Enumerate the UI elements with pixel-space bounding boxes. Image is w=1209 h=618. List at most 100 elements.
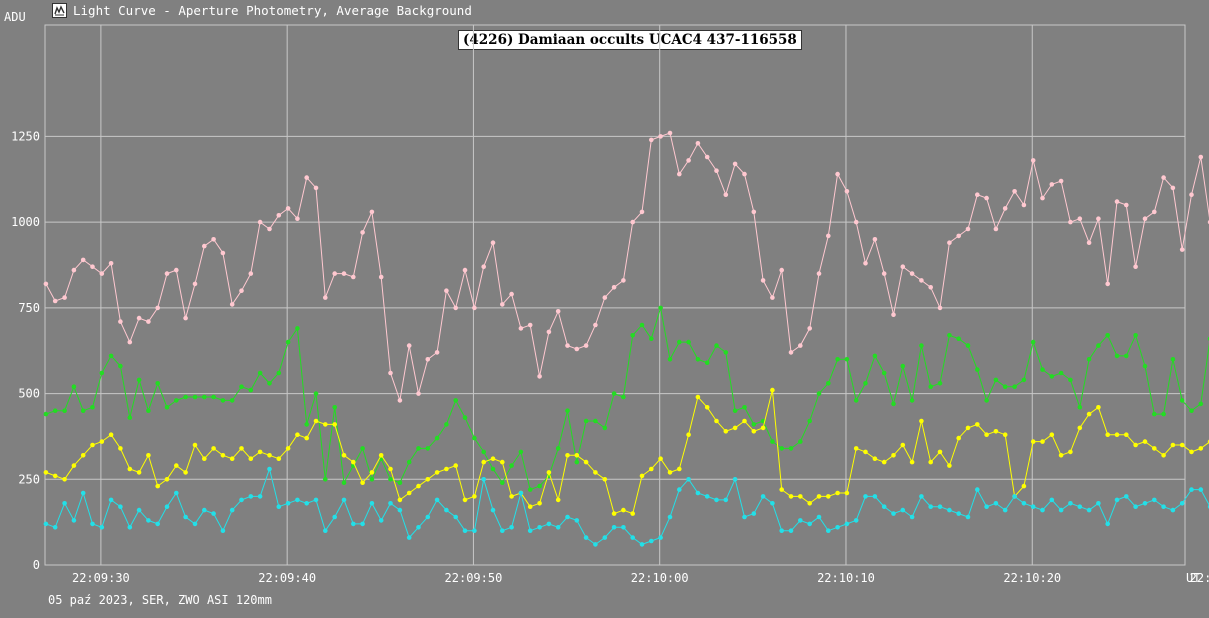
data-point	[835, 171, 840, 177]
data-point	[276, 504, 282, 510]
data-point	[947, 240, 952, 245]
data-point	[472, 528, 477, 533]
data-point	[630, 535, 635, 540]
data-point	[248, 271, 254, 276]
data-point	[1002, 507, 1008, 513]
data-point	[649, 137, 654, 143]
data-point	[1012, 384, 1017, 390]
data-point	[546, 521, 552, 527]
data-point	[108, 353, 114, 359]
data-point	[593, 470, 598, 475]
data-point	[1142, 439, 1148, 444]
data-point	[1040, 507, 1045, 513]
data-point	[80, 490, 86, 496]
data-point	[611, 525, 617, 530]
data-point	[220, 528, 226, 533]
data-point	[472, 494, 477, 499]
data-point	[872, 456, 878, 462]
data-point	[928, 384, 933, 390]
data-point	[1096, 343, 1101, 348]
data-point	[1077, 216, 1083, 221]
data-point	[658, 535, 663, 540]
data-point	[732, 425, 738, 431]
data-point	[490, 507, 496, 513]
data-point	[751, 511, 757, 516]
data-point	[583, 459, 589, 465]
data-point	[909, 459, 915, 465]
data-point	[1152, 446, 1157, 451]
data-point	[760, 425, 766, 431]
data-point	[71, 267, 77, 273]
data-point	[1189, 408, 1194, 414]
data-point	[220, 398, 226, 403]
data-point	[155, 305, 160, 311]
data-point	[826, 494, 831, 499]
data-point	[1040, 195, 1045, 201]
data-point	[1161, 175, 1166, 180]
data-point	[602, 477, 608, 482]
data-point	[1030, 504, 1036, 510]
data-point	[257, 494, 263, 499]
data-point	[90, 521, 95, 527]
data-point	[527, 322, 533, 328]
data-point	[323, 528, 328, 533]
data-point	[630, 511, 635, 516]
data-point	[1179, 501, 1185, 506]
data-point	[397, 507, 403, 513]
data-point	[667, 357, 673, 362]
data-point	[555, 309, 561, 314]
data-point	[1068, 449, 1073, 455]
data-point	[360, 230, 365, 235]
data-point	[919, 278, 924, 283]
data-point	[881, 504, 887, 510]
data-point	[835, 525, 840, 530]
data-point	[313, 497, 319, 503]
data-point	[621, 394, 626, 400]
data-point	[937, 449, 943, 455]
data-point	[71, 384, 77, 390]
data-point	[574, 453, 580, 458]
data-point	[658, 305, 663, 311]
data-point	[1133, 264, 1138, 270]
data-point	[928, 285, 933, 290]
data-point	[798, 439, 803, 444]
data-point	[984, 432, 989, 438]
data-point	[518, 490, 524, 496]
data-point	[900, 264, 906, 270]
data-point	[500, 528, 505, 533]
data-point	[788, 446, 794, 451]
data-point	[99, 370, 105, 376]
data-point	[304, 422, 310, 427]
data-point	[742, 514, 747, 520]
data-point	[658, 456, 663, 462]
data-point	[779, 528, 784, 533]
data-point	[1161, 453, 1166, 458]
light-curve-app-icon[interactable]	[52, 3, 67, 18]
data-point	[52, 525, 58, 530]
x-tick-label: 22:10:00	[631, 571, 689, 585]
data-point	[71, 463, 77, 468]
data-point	[1105, 432, 1110, 438]
data-point	[835, 490, 840, 496]
data-point	[1198, 401, 1204, 407]
data-point	[444, 466, 449, 472]
data-point	[704, 154, 710, 160]
data-point	[276, 456, 282, 462]
y-tick-label: 1000	[11, 215, 40, 229]
x-tick-label: 22:09:40	[258, 571, 316, 585]
data-point	[1096, 216, 1101, 221]
data-point	[1152, 497, 1157, 503]
data-point	[62, 408, 67, 414]
data-point	[1124, 494, 1129, 499]
data-point	[565, 514, 570, 520]
data-point	[43, 470, 49, 475]
data-point	[369, 477, 375, 482]
data-point	[295, 326, 300, 331]
data-point	[555, 446, 561, 451]
data-point	[1189, 487, 1194, 492]
data-point	[174, 490, 179, 496]
data-point	[1198, 154, 1204, 160]
data-point	[984, 195, 989, 201]
data-point	[146, 408, 151, 414]
